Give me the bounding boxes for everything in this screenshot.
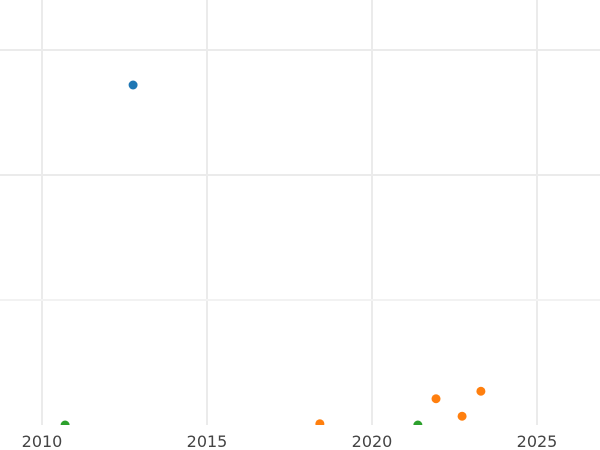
x-tick-label: 2015 <box>187 432 228 450</box>
data-point <box>431 394 441 404</box>
data-point <box>60 420 70 425</box>
x-tick-label: 2025 <box>517 432 558 450</box>
gridlines <box>0 0 600 425</box>
data-point <box>315 419 325 425</box>
data-point <box>457 411 467 421</box>
x-tick-labels: 2010 2015 2020 2025 <box>22 432 558 450</box>
data-point <box>413 420 423 425</box>
x-tick-label: 2010 <box>22 432 63 450</box>
data-points <box>60 80 486 425</box>
data-point <box>476 386 486 396</box>
data-point <box>128 80 138 90</box>
x-tick-label: 2020 <box>352 432 393 450</box>
